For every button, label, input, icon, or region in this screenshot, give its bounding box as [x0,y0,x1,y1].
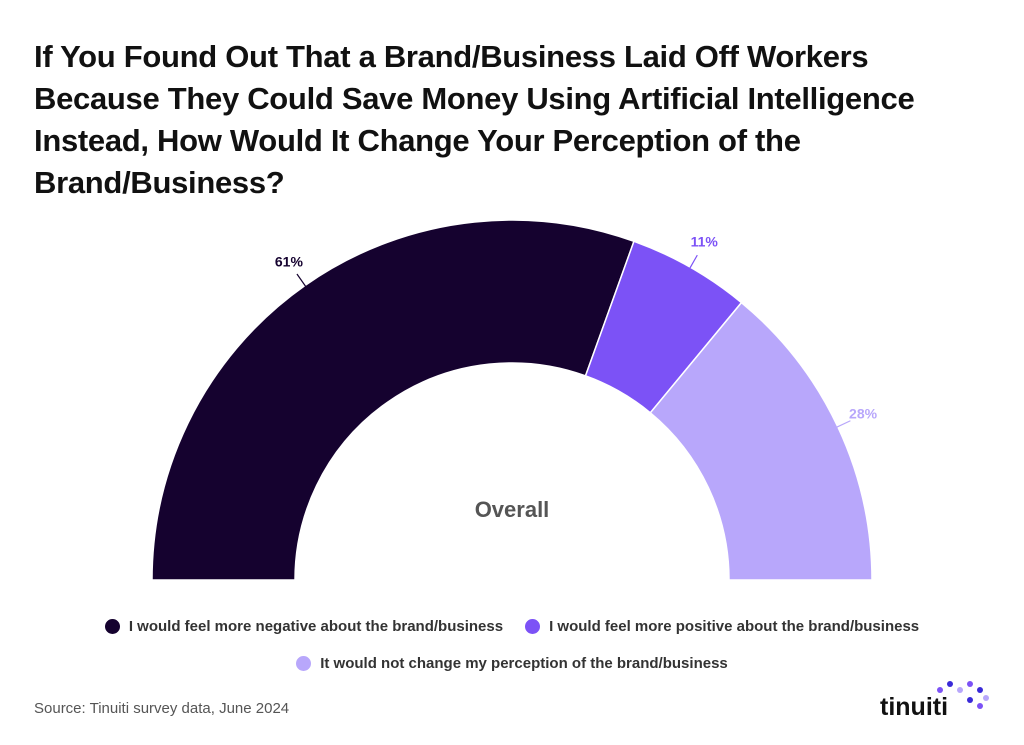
legend: I would feel more negative about the bra… [30,618,994,672]
leader-line [688,254,698,270]
legend-label: I would feel more positive about the bra… [549,618,920,635]
logo-dots [937,681,989,709]
legend-marker [296,656,312,671]
segment [649,301,873,581]
legend-marker [525,619,541,634]
data-label: 61% [275,253,304,269]
source: Source: Tinuiti survey data, June 2024 [34,700,290,717]
legend-item: I would feel more positive about the bra… [525,618,919,635]
leader-line [296,273,307,288]
data-label: 11% [691,234,719,250]
data-label: 28% [849,406,878,422]
chart-title: If You Found Out That a Brand/Business L… [34,39,915,200]
legend-marker [104,619,120,634]
center-label: Overall [475,497,550,522]
leader-line [835,420,851,429]
legend-item: It would not change my perception of the… [296,655,728,672]
segment [151,219,635,581]
legend-item: I would feel more negative about the bra… [104,618,504,635]
brand-logo: tinuiti [880,693,949,721]
legend-label: It would not change my perception of the… [320,655,728,672]
legend-label: I would feel more negative about the bra… [128,618,504,635]
